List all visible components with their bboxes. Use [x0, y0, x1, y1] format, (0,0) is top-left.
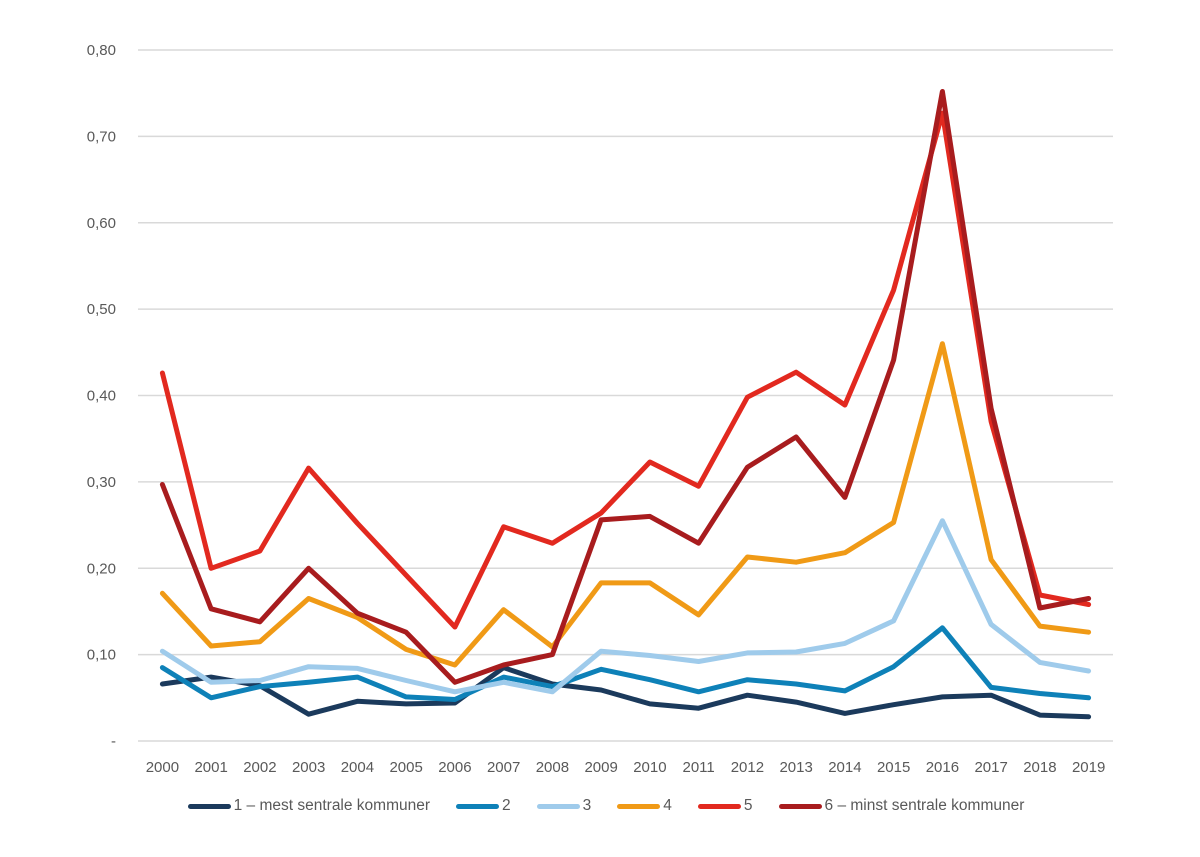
x-tick-label: 2000 [146, 759, 179, 776]
x-tick-label: 2009 [584, 759, 617, 776]
legend-swatch [536, 803, 580, 809]
x-tick-label: 2006 [438, 759, 471, 776]
legend-label: 1 – mest sentrale kommuner [233, 797, 431, 814]
legend: 1 – mest sentrale kommuner 2 3 4 5 6 – minst … [0, 794, 1200, 818]
y-axis-tick-labels: - 0,10 0,20 0,30 0,40 0,50 0,60 0,70 0,80 [87, 42, 116, 750]
y-tick-label: - [111, 733, 116, 750]
y-tick-label: 0,20 [87, 560, 116, 577]
legend-swatch [187, 803, 231, 809]
legend-item-6: 6 – minst sentrale kommuner [778, 797, 1025, 815]
y-tick-label: 0,30 [87, 474, 116, 491]
series-line-6 [159, 89, 1092, 685]
gridlines [138, 49, 1113, 742]
x-tick-label: 2007 [487, 759, 520, 776]
series-line-2 [159, 625, 1092, 702]
x-tick-label: 2015 [877, 759, 910, 776]
x-tick-label: 2004 [341, 759, 374, 776]
legend-label: 2 [502, 797, 511, 814]
legend-item-4: 4 [617, 797, 672, 815]
y-tick-label: 0,50 [87, 301, 116, 318]
x-tick-label: 2017 [974, 759, 1007, 776]
x-tick-label: 2013 [779, 759, 812, 776]
series-line-4 [159, 341, 1092, 668]
y-tick-label: 0,60 [87, 215, 116, 232]
x-tick-label: 2014 [828, 759, 861, 776]
y-tick-label: 0,10 [87, 647, 116, 664]
legend-label: 3 [582, 797, 592, 814]
x-tick-label: 2010 [633, 759, 666, 776]
legend-item-2: 2 [456, 797, 511, 815]
legend-item-5: 5 [697, 797, 753, 815]
legend-label: 6 – minst sentrale kommuner [824, 797, 1025, 814]
x-tick-label: 2002 [243, 759, 276, 776]
x-tick-label: 2012 [731, 759, 764, 776]
x-axis-tick-labels: 2000 2001 2002 2003 2004 2005 2006 2007 2008 2009… [146, 759, 1106, 776]
x-tick-label: 2003 [292, 759, 325, 776]
x-tick-label: 2008 [536, 759, 569, 776]
y-tick-label: 0,40 [87, 388, 116, 405]
legend-label: 4 [663, 797, 672, 814]
legend-swatch [697, 803, 741, 809]
y-tick-label: 0,80 [87, 42, 116, 59]
x-tick-label: 2016 [926, 759, 959, 776]
series-line-1 [159, 665, 1092, 720]
legend-swatch [617, 803, 661, 809]
legend-item-3: 3 [536, 797, 592, 815]
x-tick-label: 2005 [389, 759, 422, 776]
x-tick-label: 2018 [1023, 759, 1056, 776]
legend-label: 5 [743, 797, 753, 814]
legend-item-1: 1 – mest sentrale kommuner [187, 797, 431, 815]
legend-swatch [778, 803, 822, 809]
series-line-3 [159, 518, 1092, 695]
x-tick-label: 2011 [682, 759, 714, 776]
x-tick-label: 2001 [194, 759, 227, 776]
series-lines [159, 89, 1092, 720]
x-tick-label: 2019 [1072, 759, 1105, 776]
legend-swatch [456, 803, 500, 809]
y-tick-label: 0,70 [87, 128, 116, 145]
